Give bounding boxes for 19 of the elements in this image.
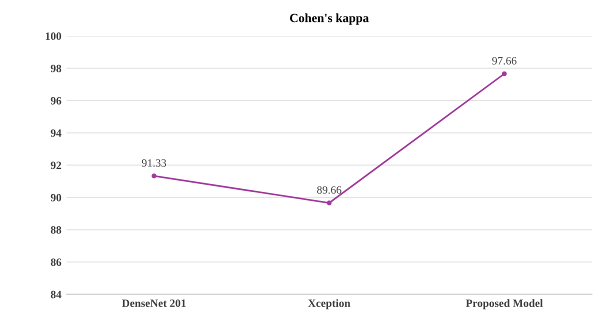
data-label: 91.33 xyxy=(142,159,166,167)
point xyxy=(326,200,332,206)
y-tick-label: 90 xyxy=(50,194,62,202)
chart-title: Cohen's kappa xyxy=(290,13,369,25)
y-tick-label: 86 xyxy=(50,258,62,266)
data-label: 97.66 xyxy=(492,57,517,65)
x-tick-label: Xception xyxy=(308,299,350,310)
point xyxy=(152,174,156,178)
y-tick-label: 100 xyxy=(46,32,62,40)
x-tick-label: DenseNet 201 xyxy=(122,299,186,307)
y-tick-label: 94 xyxy=(50,129,62,137)
y-tick-label: 96 xyxy=(50,97,62,105)
y-tick-label: 98 xyxy=(50,64,62,72)
x-tick-label: Proposed Model xyxy=(466,299,543,310)
y-tick-label: 84 xyxy=(50,290,62,298)
data-label: 89.66 xyxy=(317,186,342,194)
y-tick-label: 88 xyxy=(50,226,62,234)
y-tick-label: 92 xyxy=(50,162,62,170)
point xyxy=(502,71,507,76)
